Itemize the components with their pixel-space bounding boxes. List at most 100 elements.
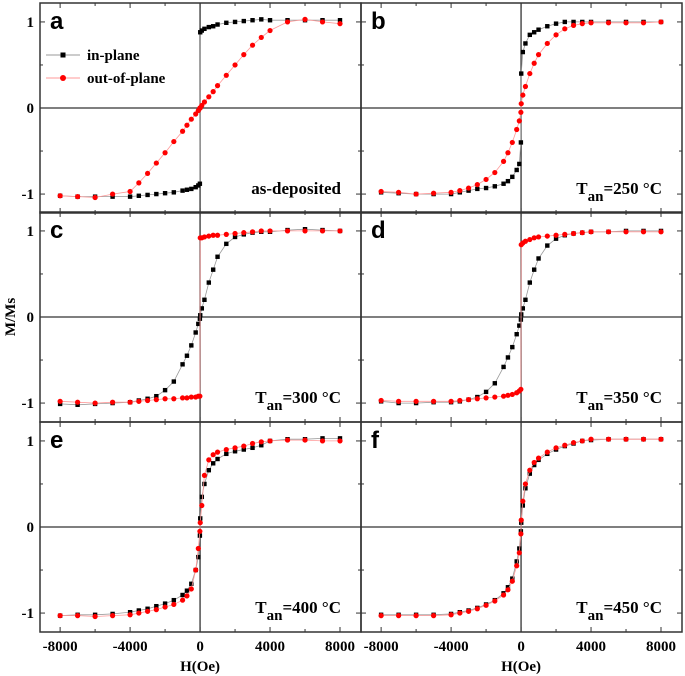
data-point xyxy=(188,116,194,122)
x-tick-label: -4000 xyxy=(113,639,148,655)
data-point xyxy=(570,22,577,28)
data-point xyxy=(249,440,256,447)
data-point xyxy=(430,613,437,619)
data-point xyxy=(562,442,568,448)
data-point xyxy=(623,20,629,26)
legend-entry: in-plane xyxy=(87,48,140,64)
data-point xyxy=(505,587,511,593)
y-tick-label: 1 xyxy=(27,434,35,450)
data-point xyxy=(527,467,533,473)
data-point xyxy=(457,188,463,194)
panel-annotation: Tan=300 °C xyxy=(255,388,341,414)
data-point xyxy=(302,228,308,234)
data-point xyxy=(184,122,190,128)
data-point xyxy=(514,559,519,564)
data-point xyxy=(188,586,194,592)
series-out-of-plane xyxy=(57,16,343,201)
data-point xyxy=(206,457,212,463)
data-point xyxy=(448,189,454,195)
data-point xyxy=(215,254,220,259)
data-point xyxy=(483,176,489,183)
data-point xyxy=(527,280,533,285)
data-point xyxy=(75,399,81,405)
annotation-text-tail: =450 °C xyxy=(603,598,662,617)
data-point xyxy=(199,28,205,33)
data-point xyxy=(519,71,524,76)
x-tick-label: 4000 xyxy=(576,639,606,655)
data-point xyxy=(465,397,472,403)
data-point xyxy=(514,332,519,337)
data-point xyxy=(319,228,326,234)
data-point xyxy=(579,230,585,236)
panel-b: b Tan=250 °C xyxy=(360,2,683,214)
data-point xyxy=(531,30,537,35)
data-point xyxy=(516,118,522,124)
data-point xyxy=(514,126,520,133)
data-point xyxy=(202,481,207,487)
data-point xyxy=(523,486,528,491)
data-point xyxy=(516,550,522,556)
legend-marker-circle xyxy=(60,75,66,81)
data-point xyxy=(522,238,529,244)
data-point xyxy=(505,392,511,398)
x-axis-label: H(Oe) xyxy=(501,659,541,675)
data-point xyxy=(474,606,480,612)
data-point xyxy=(430,190,437,196)
data-point xyxy=(197,520,203,526)
x-tick-label: 8000 xyxy=(325,639,355,655)
data-point xyxy=(517,323,522,328)
panel-f: f Tan=450 °C -8000 -4000 0 4000 8000 H(Oe) xyxy=(360,421,683,675)
data-point xyxy=(337,21,343,27)
data-point xyxy=(215,22,220,27)
data-point xyxy=(520,92,526,98)
series-out-of-plane xyxy=(57,437,343,620)
data-point xyxy=(640,20,647,26)
data-point xyxy=(201,234,208,240)
data-point xyxy=(465,608,472,614)
data-point xyxy=(465,185,472,191)
panel-annotation: as-deposited xyxy=(251,179,341,198)
legend: in-plane out-of-plane xyxy=(46,48,166,87)
data-point xyxy=(492,184,498,189)
data-point xyxy=(241,443,247,449)
annotation-text: T xyxy=(576,598,588,617)
series-out-of-plane xyxy=(378,19,664,197)
data-point xyxy=(509,139,515,146)
data-point xyxy=(224,20,229,25)
panel-annotation: Tan=350 °C xyxy=(576,388,662,414)
data-point xyxy=(232,445,238,451)
annotation-text-tail: =350 °C xyxy=(603,388,662,407)
x-tick-label: -4000 xyxy=(434,639,469,655)
data-point xyxy=(223,231,229,237)
x-tick-label: 0 xyxy=(196,639,204,655)
data-point xyxy=(545,243,550,248)
data-point xyxy=(184,395,190,401)
data-point xyxy=(241,230,247,236)
data-point xyxy=(180,188,185,193)
data-point xyxy=(206,94,212,100)
annotation-text-tail: =250 °C xyxy=(603,179,662,198)
data-point xyxy=(658,229,664,235)
data-point xyxy=(518,517,524,523)
data-point xyxy=(302,437,308,443)
data-point xyxy=(202,26,207,32)
data-point xyxy=(396,613,402,619)
data-point xyxy=(457,610,463,616)
data-point xyxy=(522,83,529,90)
annotation-subscript: an xyxy=(588,189,605,205)
data-point xyxy=(396,398,402,404)
data-point xyxy=(153,397,159,403)
data-point xyxy=(75,613,81,619)
data-point xyxy=(514,167,519,173)
data-point xyxy=(505,178,511,184)
data-point xyxy=(267,228,273,234)
data-point xyxy=(259,17,264,22)
data-point xyxy=(162,150,168,156)
data-point xyxy=(474,396,480,402)
data-point xyxy=(223,72,229,78)
data-point xyxy=(544,449,550,455)
data-point xyxy=(448,398,454,404)
data-point xyxy=(232,449,238,454)
data-point xyxy=(267,18,273,23)
legend-entry: out-of-plane xyxy=(87,71,166,87)
